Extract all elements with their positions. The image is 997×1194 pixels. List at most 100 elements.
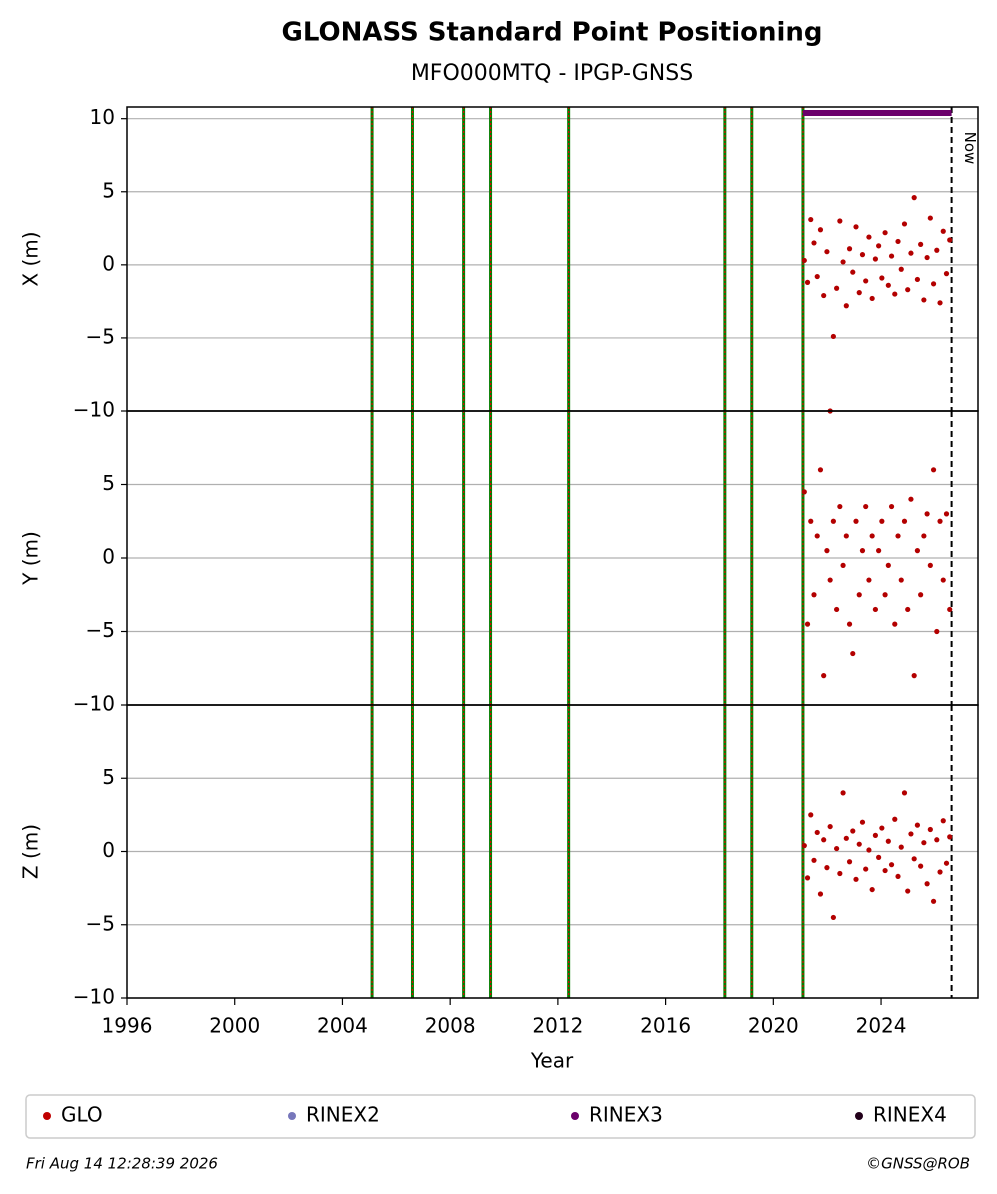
data-point (882, 867, 888, 874)
x-axis-label: Year (530, 1049, 574, 1073)
data-point (840, 562, 846, 568)
data-point (814, 533, 820, 539)
data-point (882, 592, 888, 598)
panel-frame (126, 106, 979, 412)
data-point (856, 290, 862, 296)
data-point (821, 673, 827, 679)
data-point (834, 606, 840, 613)
data-point (914, 822, 921, 828)
x-tick-label: 2004 (317, 1014, 368, 1038)
data-point (824, 249, 830, 255)
data-point (918, 241, 924, 247)
data-point (869, 533, 875, 539)
y-tick-label: −10 (73, 985, 115, 1009)
footer-date: Fri Aug 14 12:28:39 2026 (26, 1155, 218, 1173)
data-point (901, 790, 908, 796)
data-point (872, 256, 878, 262)
data-point (924, 511, 930, 517)
data-point (934, 628, 940, 635)
data-point (930, 467, 937, 473)
data-point (937, 518, 943, 524)
y-axis-label: X (m) (19, 231, 43, 286)
data-point (827, 577, 833, 583)
data-point (821, 292, 827, 299)
data-point (824, 548, 830, 554)
data-point (892, 816, 898, 822)
data-point (905, 287, 911, 293)
data-point (892, 621, 898, 627)
data-point (930, 898, 937, 904)
data-point (801, 257, 807, 264)
data-point (885, 282, 891, 288)
y-axis-label: Z (m) (19, 824, 43, 879)
data-point (905, 606, 911, 613)
data-point (908, 250, 914, 256)
y-tick-label: −10 (73, 398, 115, 422)
data-point (846, 859, 853, 865)
data-point (947, 834, 953, 840)
data-point (811, 592, 817, 598)
x-tick-label: 2016 (640, 1014, 691, 1038)
data-point (817, 227, 824, 233)
x-tick-label: 1996 (102, 1014, 153, 1038)
legend-marker (571, 1112, 579, 1120)
data-point (827, 823, 833, 830)
data-point (879, 275, 885, 281)
data-point (924, 254, 930, 261)
data-point (927, 826, 933, 833)
data-point (869, 886, 875, 893)
data-point (888, 503, 895, 510)
data-point (879, 825, 885, 831)
data-point (892, 291, 898, 297)
chart-title: GLONASS Standard Point Positioning (281, 18, 822, 48)
data-point (898, 844, 904, 850)
data-point (821, 837, 827, 843)
data-point (943, 271, 950, 277)
data-point (943, 860, 950, 866)
y-tick-label: −5 (86, 618, 115, 642)
data-point (853, 876, 859, 882)
data-point (879, 518, 885, 524)
data-point (863, 278, 869, 284)
data-point (817, 891, 824, 897)
data-point (843, 533, 849, 539)
data-point (876, 548, 882, 554)
data-point (937, 869, 943, 875)
data-point (808, 812, 814, 818)
data-point (801, 489, 807, 495)
y-tick-label: −5 (86, 324, 115, 348)
x-tick-label: 2024 (856, 1014, 907, 1038)
data-point (918, 592, 924, 598)
data-point (859, 548, 866, 554)
y-tick-label: −5 (86, 911, 115, 935)
data-point (940, 228, 946, 234)
data-point (837, 218, 843, 224)
data-point (840, 259, 846, 265)
data-point (911, 673, 917, 679)
y-tick-label: 0 (102, 545, 115, 569)
legend-label: RINEX3 (589, 1103, 663, 1127)
y-tick-label: 5 (102, 765, 115, 789)
data-point (801, 843, 807, 849)
data-point (872, 606, 878, 613)
data-point (921, 297, 927, 303)
data-point (808, 518, 814, 524)
data-point (853, 518, 859, 524)
data-point (888, 253, 895, 259)
data-point (856, 592, 862, 598)
data-point (804, 279, 811, 285)
data-point (918, 863, 924, 869)
data-point (940, 577, 946, 583)
data-point (811, 240, 817, 246)
data-point (872, 832, 878, 838)
data-point (895, 533, 901, 539)
data-point (866, 577, 872, 583)
data-point (814, 829, 820, 836)
chart-subtitle: MFO000MTQ - IPGP-GNSS (411, 61, 693, 86)
y-axis-label: Y (m) (19, 531, 43, 586)
data-point (830, 914, 836, 921)
data-point (843, 835, 849, 841)
data-point (898, 266, 904, 272)
data-point (837, 503, 843, 510)
